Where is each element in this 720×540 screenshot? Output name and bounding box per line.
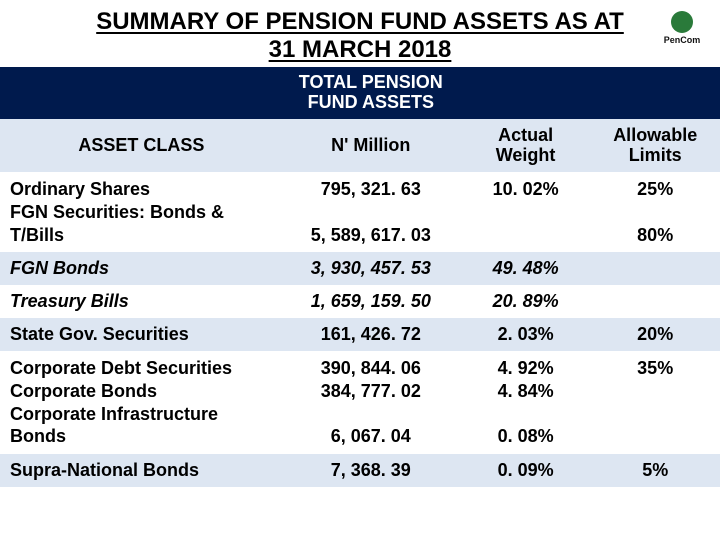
cell-line: Corporate Debt Securities — [10, 357, 273, 380]
cell-line — [469, 403, 583, 426]
cell-line — [289, 201, 453, 224]
pencom-logo: PenCom — [652, 8, 712, 48]
cell: 390, 844. 06384, 777. 02 6, 067. 04 — [281, 351, 461, 454]
hdr1-col4 — [590, 67, 720, 119]
cell: 5% — [590, 454, 720, 487]
table-row: Supra-National Bonds7, 368. 390. 09%5% — [0, 454, 720, 487]
cell-line: 384, 777. 02 — [289, 380, 453, 403]
cell-line — [598, 425, 712, 448]
cell: 2. 03% — [461, 318, 591, 351]
logo-emblem-icon — [671, 11, 693, 33]
cell-line: 4. 84% — [469, 380, 583, 403]
cell-line — [289, 403, 453, 426]
cell-line: Corporate Infrastructure — [10, 403, 273, 426]
cell: 35% — [590, 351, 720, 454]
cell-line: 80% — [598, 224, 712, 247]
table-row: FGN Bonds3, 930, 457. 5349. 48% — [0, 252, 720, 285]
cell: Ordinary SharesFGN Securities: Bonds &T/… — [0, 172, 281, 252]
cell-line — [598, 380, 712, 403]
cell: 49. 48% — [461, 252, 591, 285]
cell: State Gov. Securities — [0, 318, 281, 351]
hdr2-c3-l1: Actual — [498, 125, 553, 145]
title-line1: SUMMARY OF PENSION FUND ASSETS AS AT — [96, 8, 624, 35]
hdr2-actual-weight: Actual Weight — [461, 119, 591, 172]
hdr1-col2-l1: TOTAL PENSION — [299, 72, 443, 92]
cell-line: 6, 067. 04 — [289, 425, 453, 448]
table-row: State Gov. Securities161, 426. 722. 03%2… — [0, 318, 720, 351]
cell: 10. 02% — [461, 172, 591, 252]
cell-line — [469, 201, 583, 224]
hdr1-col2: TOTAL PENSION FUND ASSETS — [281, 67, 461, 119]
cell: 1, 659, 159. 50 — [281, 285, 461, 318]
hdr1-col2-l2: FUND ASSETS — [308, 92, 434, 112]
page-title: SUMMARY OF PENSION FUND ASSETS AS AT 31 … — [0, 0, 720, 67]
hdr1-col1 — [0, 67, 281, 119]
cell-line — [598, 201, 712, 224]
cell-line: 795, 321. 63 — [289, 178, 453, 201]
cell-line: 25% — [598, 178, 712, 201]
cell-line: 390, 844. 06 — [289, 357, 453, 380]
table-header-row-1: TOTAL PENSION FUND ASSETS — [0, 67, 720, 119]
cell: 20% — [590, 318, 720, 351]
table-body: Ordinary SharesFGN Securities: Bonds &T/… — [0, 172, 720, 487]
cell: Supra-National Bonds — [0, 454, 281, 487]
cell-line: 5, 589, 617. 03 — [289, 224, 453, 247]
cell: 795, 321. 63 5, 589, 617. 03 — [281, 172, 461, 252]
hdr2-c4-l2: Limits — [629, 145, 682, 165]
cell-line — [598, 403, 712, 426]
cell: 161, 426. 72 — [281, 318, 461, 351]
hdr2-c3-l2: Weight — [496, 145, 556, 165]
cell: 20. 89% — [461, 285, 591, 318]
cell-line: T/Bills — [10, 224, 273, 247]
cell-line: 4. 92% — [469, 357, 583, 380]
hdr2-c4-l1: Allowable — [613, 125, 697, 145]
hdr1-col3 — [461, 67, 591, 119]
cell: 0. 09% — [461, 454, 591, 487]
cell: 25% 80% — [590, 172, 720, 252]
table-row: Ordinary SharesFGN Securities: Bonds &T/… — [0, 172, 720, 252]
cell-line: Bonds — [10, 425, 273, 448]
cell-line: 10. 02% — [469, 178, 583, 201]
table-row: Treasury Bills1, 659, 159. 5020. 89% — [0, 285, 720, 318]
cell: FGN Bonds — [0, 252, 281, 285]
hdr2-nmillion: N' Million — [281, 119, 461, 172]
cell-line: FGN Securities: Bonds & — [10, 201, 273, 224]
cell: Treasury Bills — [0, 285, 281, 318]
logo-text: PenCom — [664, 35, 701, 45]
cell: 4. 92%4. 84% 0. 08% — [461, 351, 591, 454]
cell: 3, 930, 457. 53 — [281, 252, 461, 285]
hdr2-asset-class: ASSET CLASS — [0, 119, 281, 172]
cell-line — [469, 224, 583, 247]
table-row: Corporate Debt SecuritiesCorporate Bonds… — [0, 351, 720, 454]
assets-table: TOTAL PENSION FUND ASSETS ASSET CLASS N'… — [0, 67, 720, 487]
cell-line: Corporate Bonds — [10, 380, 273, 403]
hdr2-allowable-limits: Allowable Limits — [590, 119, 720, 172]
cell-line: 35% — [598, 357, 712, 380]
cell — [590, 285, 720, 318]
cell-line: Ordinary Shares — [10, 178, 273, 201]
table-header-row-2: ASSET CLASS N' Million Actual Weight All… — [0, 119, 720, 172]
title-line2: 31 MARCH 2018 — [269, 36, 452, 63]
cell — [590, 252, 720, 285]
cell: 7, 368. 39 — [281, 454, 461, 487]
cell: Corporate Debt SecuritiesCorporate Bonds… — [0, 351, 281, 454]
cell-line: 0. 08% — [469, 425, 583, 448]
